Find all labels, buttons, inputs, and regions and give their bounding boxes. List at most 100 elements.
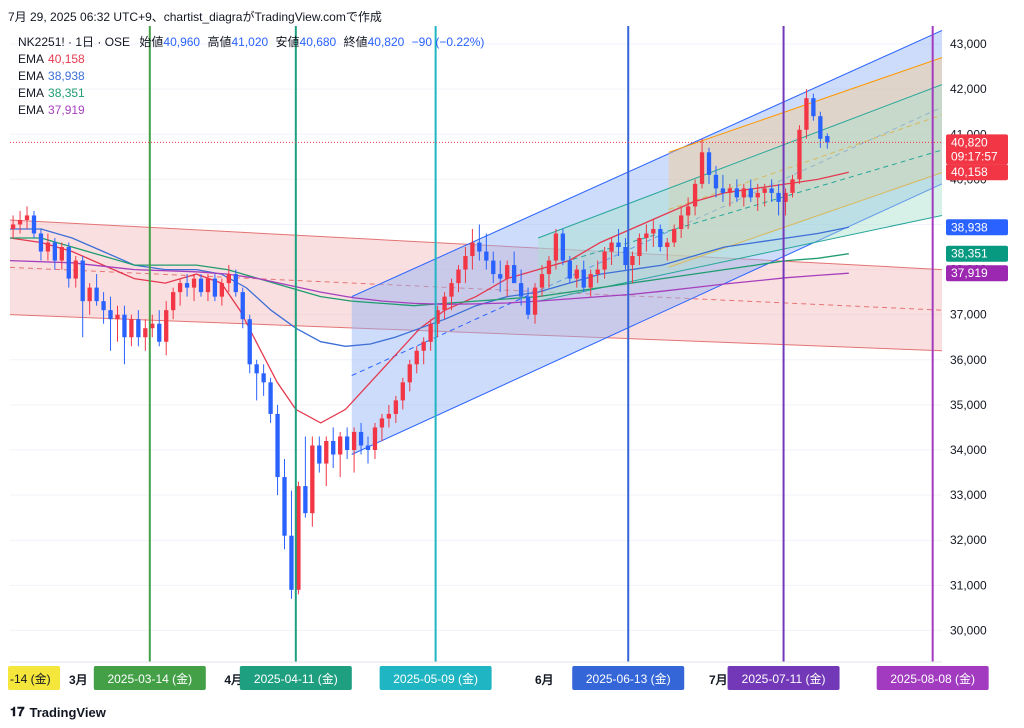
candle-body: [150, 323, 155, 329]
channel-mid-line: [537, 149, 942, 271]
channel-lower-line: [668, 172, 942, 268]
candle-body: [205, 278, 211, 293]
open-value: 40,960: [163, 35, 201, 49]
candle-body: [143, 328, 148, 338]
date-tag-label: 2025-06-13 (金): [586, 671, 671, 686]
candle-body: [762, 188, 767, 193]
candle-body: [198, 278, 204, 293]
y-tick-label: 34,000: [950, 443, 987, 457]
ema-row-3[interactable]: EMA 38,351: [18, 85, 484, 102]
candle-body: [115, 314, 120, 320]
ema-label: EMA: [18, 52, 45, 66]
candle-body: [351, 431, 357, 450]
candle-body: [456, 269, 461, 284]
candle-body: [776, 192, 781, 202]
candle-body: [560, 233, 566, 261]
candle-body: [790, 179, 795, 193]
low-value: 40,680: [299, 35, 337, 49]
candle-body: [310, 445, 315, 514]
ema-row-2[interactable]: EMA 38,938: [18, 68, 484, 85]
date-tag-label: 2025-08-08 (金): [890, 671, 975, 686]
candle-body: [783, 192, 788, 202]
date-tag-label: 2025-04-11 (金): [254, 671, 338, 686]
candle-body: [811, 98, 816, 117]
candle-body: [574, 269, 579, 279]
candle-body: [442, 296, 447, 311]
candle-body: [518, 283, 524, 297]
brand-footer[interactable]: 𝟏𝟕 TradingView: [10, 705, 106, 720]
y-tick-label: 30,000: [950, 623, 987, 637]
symbol-label[interactable]: NK2251! · 1日 · OSE: [18, 35, 131, 49]
high-label: 高値: [207, 35, 232, 49]
x-month-label: 4月: [224, 673, 243, 687]
candle-body: [296, 486, 301, 590]
date-tag: [572, 666, 685, 690]
chart-legend: NK2251! · 1日 · OSE 始値40,960 高値41,020 安値4…: [18, 34, 484, 119]
candle-body: [491, 260, 496, 275]
open-label: 始値: [139, 35, 164, 49]
candle-body: [414, 350, 419, 365]
date-tag-label: 2025-03-14 (金): [107, 671, 192, 686]
candle-body: [289, 535, 294, 590]
candle-body: [644, 233, 649, 238]
candle-body: [477, 242, 482, 252]
candle-body: [602, 251, 607, 270]
price-badge: [946, 219, 1008, 236]
candle-body: [720, 188, 726, 193]
candle-body: [254, 364, 259, 374]
candle-body: [553, 233, 559, 261]
candle-body: [191, 278, 197, 288]
candle-body: [303, 486, 308, 514]
candle-body: [379, 418, 385, 428]
y-tick-label: 42,000: [950, 82, 987, 96]
channel-mid-line: [10, 266, 942, 311]
channel-mid-line: [668, 114, 942, 211]
candle-body: [435, 310, 440, 324]
candle-body: [171, 292, 176, 311]
ema-label: EMA: [18, 103, 45, 117]
candle-body: [825, 136, 830, 143]
ema-line: [10, 226, 849, 347]
candle-body: [358, 431, 364, 446]
candle-body: [393, 400, 399, 414]
candle-body: [324, 440, 329, 464]
date-tag-label: 2025-07-11 (金): [742, 671, 826, 686]
x-month-label: 6月: [535, 673, 554, 687]
y-tick-label: 37,000: [950, 308, 987, 322]
candle-body: [609, 242, 614, 252]
candle-body: [546, 260, 552, 275]
candle-body: [240, 292, 245, 320]
date-tag-label: 2025-05-09 (金): [393, 671, 478, 686]
channel-upper-line: [537, 84, 942, 239]
candle-body: [344, 436, 350, 450]
ema-row-4[interactable]: EMA 37,919: [18, 102, 484, 119]
candle-body: [372, 427, 378, 450]
ema-row-1[interactable]: EMA 40,158: [18, 51, 484, 68]
candle-body: [470, 242, 475, 257]
ema-label: EMA: [18, 86, 45, 100]
candle-body: [658, 228, 663, 248]
date-tag: [239, 666, 352, 690]
date-tag: [727, 666, 840, 690]
y-tick-label: 32,000: [950, 533, 987, 547]
candle-body: [525, 296, 531, 315]
candle-body: [699, 152, 705, 184]
candle-body: [24, 215, 30, 220]
candle-body: [400, 382, 405, 401]
candle-body: [101, 301, 106, 311]
candle-body: [80, 260, 85, 302]
candle-body: [734, 188, 739, 198]
ema-label: EMA: [18, 69, 45, 83]
ema-value: 38,351: [48, 86, 85, 100]
date-tag: [379, 666, 492, 690]
candle-body: [45, 242, 51, 252]
candle-body: [581, 269, 586, 288]
close-label: 終値: [343, 35, 368, 49]
y-tick-label: 35,000: [950, 398, 987, 412]
price-badge: [946, 134, 1008, 165]
candle-body: [692, 183, 698, 207]
candle-body: [212, 278, 218, 297]
channel-upper-line: [351, 30, 942, 298]
price-badge-label: 40,158: [951, 165, 988, 179]
